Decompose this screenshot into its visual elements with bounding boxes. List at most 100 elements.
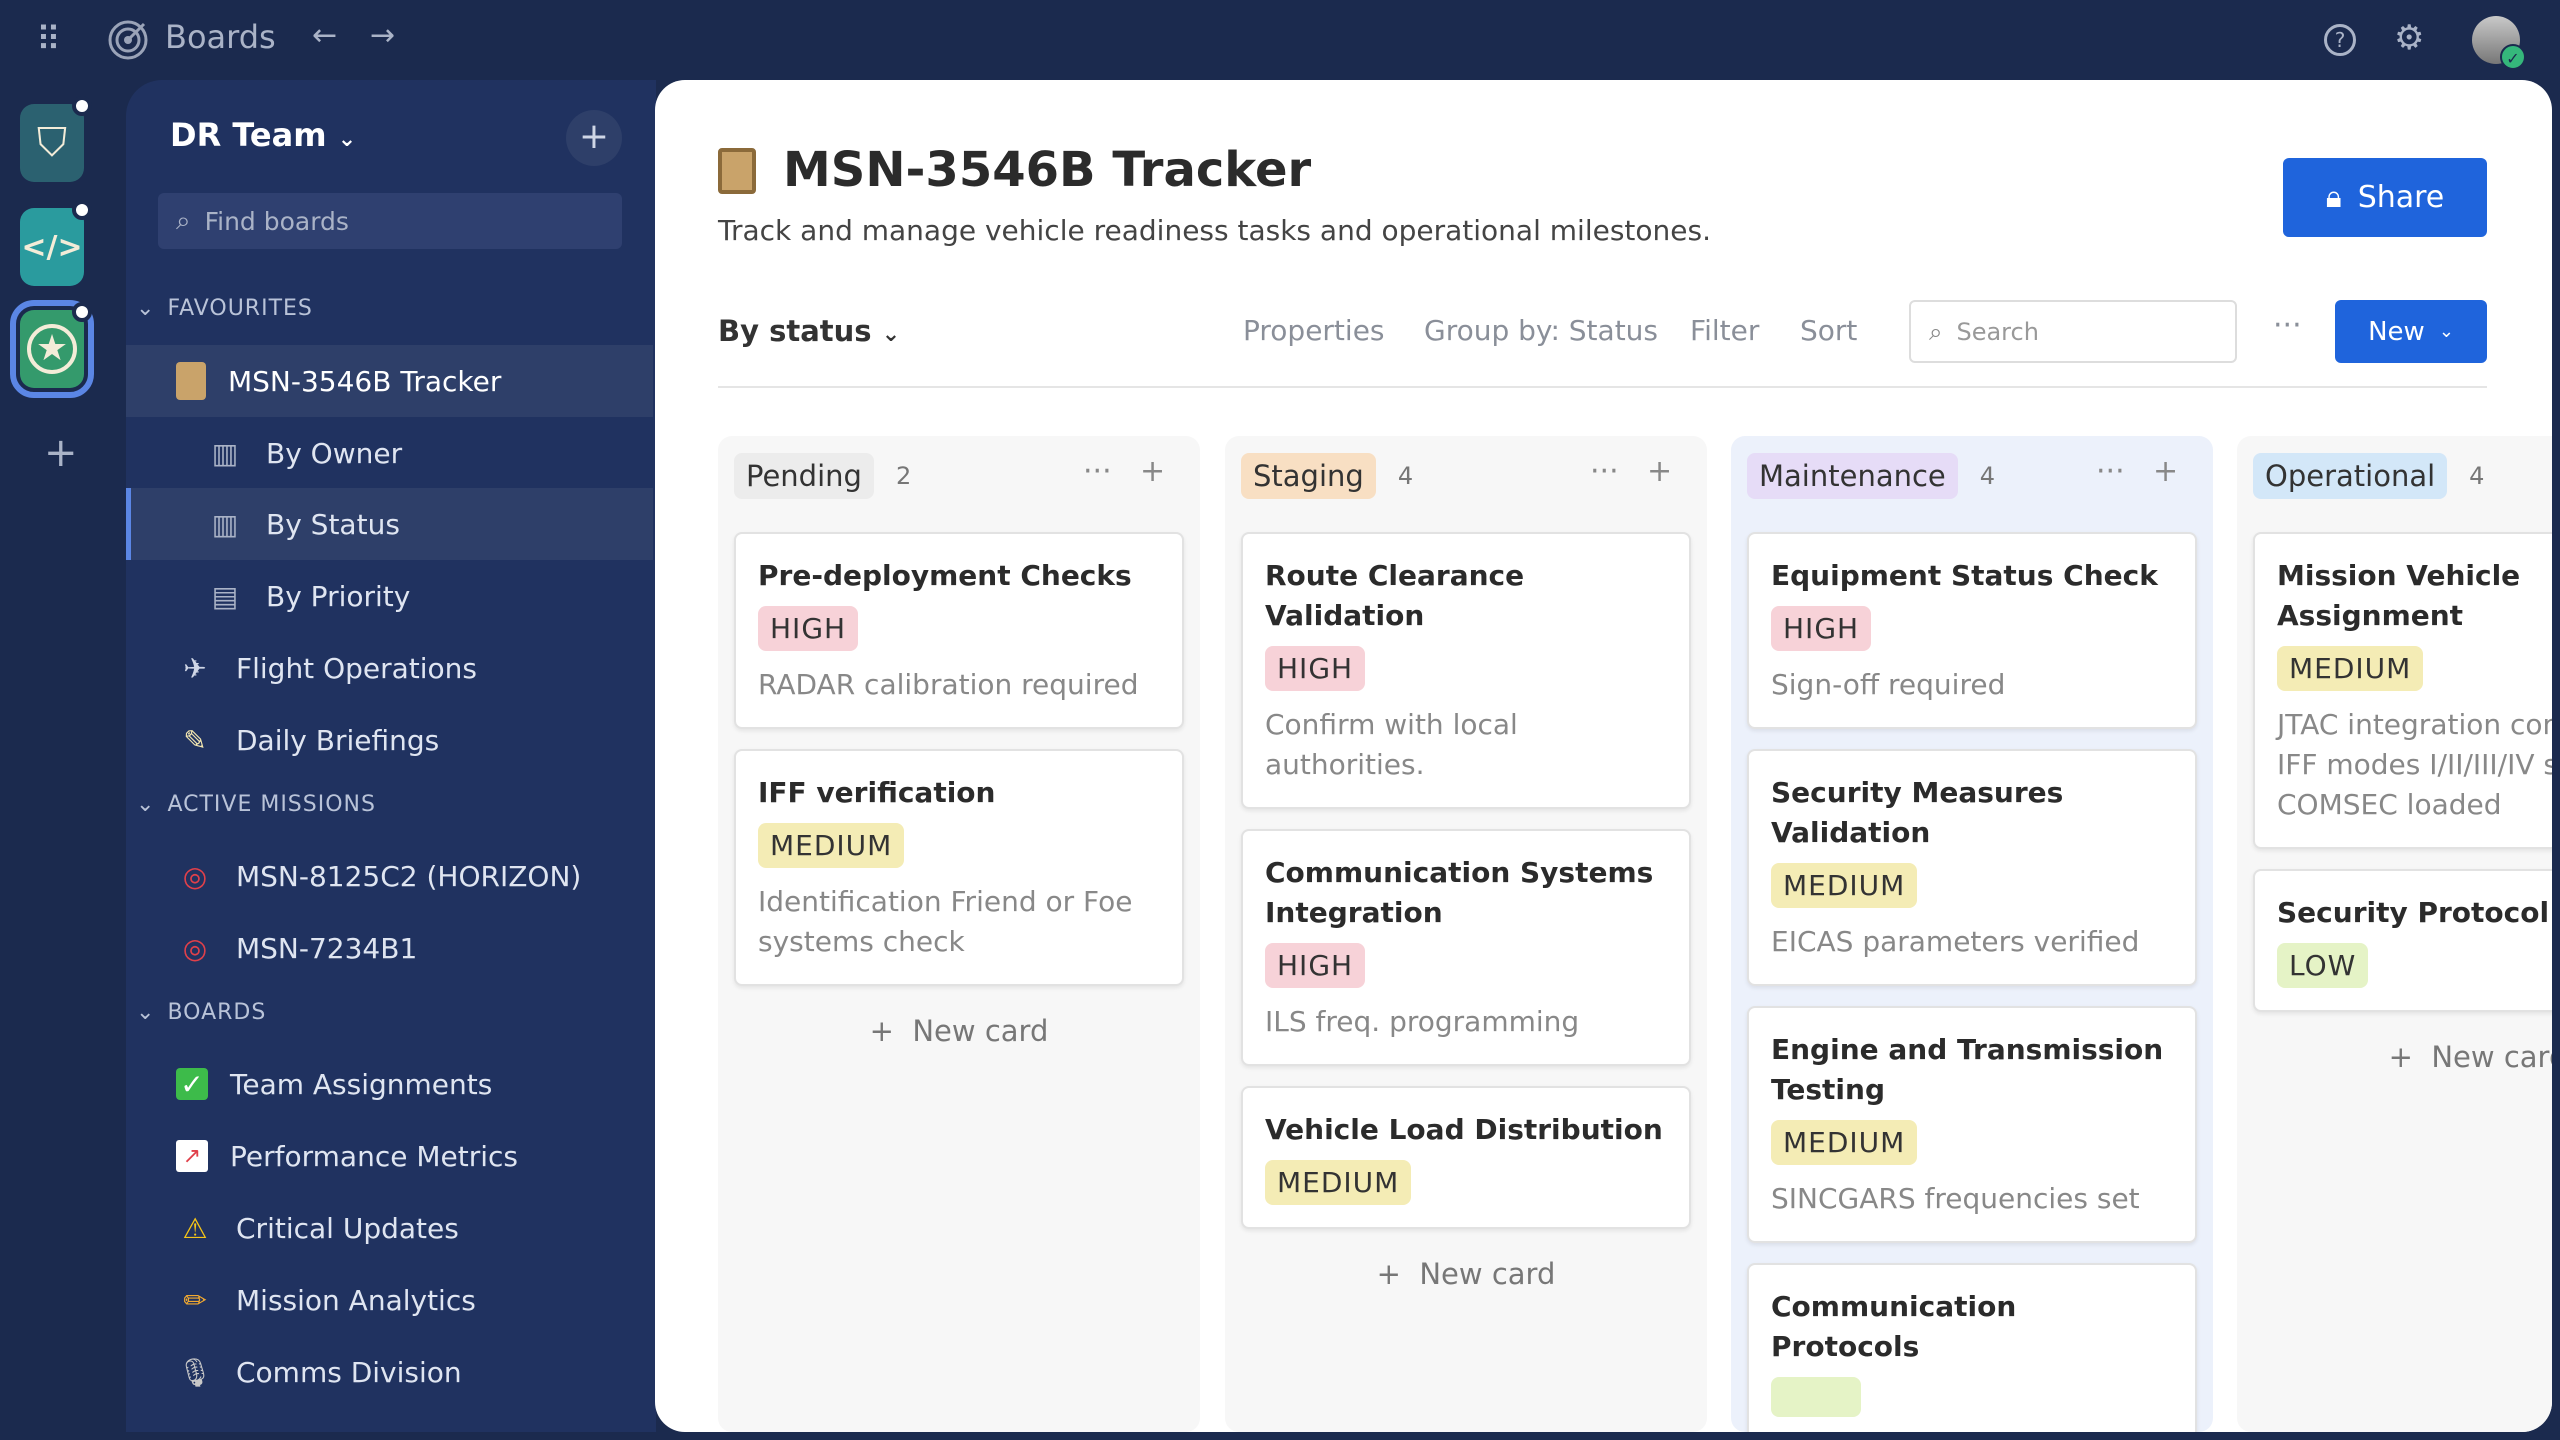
workspace-shield[interactable]: ⛉: [20, 96, 92, 182]
priority-badge: HIGH: [1265, 646, 1366, 691]
workspace-rail: ⛉ </> ★ +: [0, 80, 126, 1432]
card-title: Security Measures Validation: [1771, 776, 2064, 849]
section-active-missions[interactable]: ⌄ ACTIVE MISSIONS: [136, 792, 376, 817]
forward-arrow-icon[interactable]: →: [370, 18, 396, 53]
page-subtitle: Track and manage vehicle readiness tasks…: [718, 214, 1711, 247]
column-add-icon[interactable]: +: [2153, 454, 2179, 489]
chevron-down-icon: ⌄: [337, 127, 357, 152]
properties-button[interactable]: Properties: [1243, 314, 1385, 347]
divider: [718, 386, 2487, 388]
apps-grid-icon[interactable]: ⠿: [36, 20, 61, 60]
sidebar-item-comms-division[interactable]: 🎙 Comms Division: [126, 1336, 653, 1408]
new-card-button[interactable]: + New card: [2388, 1040, 2552, 1074]
new-button[interactable]: New ⌄: [2335, 300, 2487, 363]
team-switcher[interactable]: DR Team ⌄: [170, 116, 356, 154]
plus-icon: +: [1376, 1257, 1401, 1291]
card-title: Route Clearance Validation: [1265, 559, 1525, 632]
sidebar-item-msn-3546b-tracker[interactable]: MSN-3546B Tracker: [126, 345, 653, 417]
task-card[interactable]: Route Clearance Validation HIGH Confirm wi…: [1241, 532, 1691, 809]
find-boards-input[interactable]: ⌕ Find boards: [158, 193, 622, 249]
column-title[interactable]: Pending: [734, 453, 874, 499]
sidebar-item-msn-8125c2[interactable]: ◎ MSN-8125C2 (HORIZON): [126, 840, 653, 912]
clipboard-icon: [718, 148, 756, 194]
plus-icon: +: [869, 1014, 894, 1048]
add-workspace-icon[interactable]: +: [44, 430, 78, 476]
task-card[interactable]: Engine and Transmission Testing MEDIUM SIN…: [1747, 1006, 2197, 1243]
card-title: Communication Protocols: [1771, 1290, 2017, 1363]
chart-up-icon: ↗: [176, 1140, 208, 1172]
priority-badge: HIGH: [1771, 606, 1872, 651]
filter-button[interactable]: Filter: [1690, 314, 1760, 347]
workspace-code[interactable]: </>: [20, 200, 92, 286]
task-card[interactable]: Mission Vehicle Assignment MEDIUM JTAC int…: [2253, 532, 2552, 849]
search-icon: ⌕: [176, 205, 191, 236]
check-box-icon: ✓: [176, 1068, 208, 1101]
section-favourites[interactable]: ⌄ FAVOURITES: [136, 296, 313, 321]
sidebar-item-msn-7234b1[interactable]: ◎ MSN-7234B1: [126, 912, 653, 984]
task-card[interactable]: Vehicle Load Distribution MEDIUM: [1241, 1086, 1691, 1229]
shield-check-icon: ⛉: [37, 120, 67, 166]
column-title[interactable]: Operational: [2253, 453, 2448, 499]
column-staging: Staging 4 ··· + Route Clearance Validation HI…: [1225, 436, 1707, 1432]
sidebar-item-mission-analytics[interactable]: ✏ Mission Analytics: [126, 1264, 653, 1336]
dart-icon: ◎: [182, 859, 208, 893]
board-panel: MSN-3546B Tracker Track and manage vehic…: [655, 80, 2552, 1432]
app-title: Boards: [165, 18, 276, 56]
board-search-input[interactable]: ⌕ Search: [1909, 300, 2237, 363]
new-card-button[interactable]: + New card: [869, 1014, 1049, 1048]
card-description: Confirm with local authorities.: [1265, 708, 1518, 781]
view-selector[interactable]: By status ⌄: [718, 314, 901, 348]
find-boards-placeholder: Find boards: [204, 206, 349, 236]
card-description: Sign-off required: [1771, 668, 2006, 701]
column-maintenance: Maintenance 4 ··· + Equipment Status Check HI…: [1731, 436, 2213, 1432]
column-more-icon[interactable]: ···: [2096, 454, 2125, 489]
board-icon: ▥: [211, 436, 239, 470]
new-card-button[interactable]: + New card: [1376, 1257, 1556, 1291]
workspace-star[interactable]: ★: [10, 300, 94, 398]
section-boards[interactable]: ⌄ BOARDS: [136, 1000, 267, 1025]
card-title: Mission Vehicle Assignment: [2277, 559, 2521, 632]
task-card[interactable]: Communication Protocols: [1747, 1263, 2197, 1432]
board-icon: ▥: [211, 507, 239, 541]
group-by-button[interactable]: Group by: Status: [1424, 314, 1659, 347]
sidebar-item-team-assignments[interactable]: ✓ Team Assignments: [126, 1048, 653, 1120]
card-description: EICAS parameters verified: [1771, 925, 2140, 958]
sidebar-item-performance-metrics[interactable]: ↗ Performance Metrics: [126, 1120, 653, 1192]
column-more-icon[interactable]: ···: [1083, 454, 1112, 489]
column-title[interactable]: Maintenance: [1747, 453, 1958, 499]
target-logo-icon: [108, 20, 148, 60]
avatar[interactable]: ✓: [2472, 16, 2526, 70]
task-card[interactable]: Security Measures Validation MEDIUM EICAS …: [1747, 749, 2197, 986]
add-board-button[interactable]: +: [566, 110, 622, 166]
sidebar-item-by-status[interactable]: ▥ By Status: [126, 488, 653, 560]
task-card[interactable]: IFF verification MEDIUM Identification Fri…: [734, 749, 1184, 986]
sidebar-item-by-owner[interactable]: ▥ By Owner: [126, 417, 653, 489]
more-options-icon[interactable]: ···: [2273, 308, 2302, 343]
column-add-icon[interactable]: +: [1647, 454, 1673, 489]
task-card[interactable]: Security Protocol Review LOW: [2253, 869, 2552, 1012]
sidebar-item-daily-briefings[interactable]: ✎ Daily Briefings: [126, 704, 653, 776]
task-card[interactable]: Communication Systems Integration HIGH ILS…: [1241, 829, 1691, 1066]
back-arrow-icon[interactable]: ←: [312, 18, 338, 53]
task-card[interactable]: Equipment Status Check HIGH Sign-off requi…: [1747, 532, 2197, 729]
column-title[interactable]: Staging: [1241, 453, 1376, 499]
card-description: Identification Friend or Foe systems che…: [758, 885, 1133, 958]
sidebar-item-critical-updates[interactable]: ⚠ Critical Updates: [126, 1192, 653, 1264]
column-more-icon[interactable]: ···: [1590, 454, 1619, 489]
sort-button[interactable]: Sort: [1800, 314, 1858, 347]
card-title: Vehicle Load Distribution: [1265, 1113, 1663, 1146]
online-check-icon: ✓: [2500, 44, 2526, 70]
settings-icon[interactable]: ⚙: [2394, 18, 2425, 58]
column-add-icon[interactable]: +: [1140, 454, 1166, 489]
sidebar-item-by-priority[interactable]: ▤ By Priority: [126, 560, 653, 632]
task-card[interactable]: Pre-deployment Checks HIGH RADAR calibrati…: [734, 532, 1184, 729]
sidebar-item-flight-operations[interactable]: ✈ Flight Operations: [126, 632, 653, 704]
priority-badge: MEDIUM: [1265, 1160, 1412, 1205]
lock-icon: 🔒︎: [2325, 180, 2342, 215]
page-title: MSN-3546B Tracker: [783, 142, 1312, 198]
help-icon[interactable]: ?: [2324, 24, 2356, 56]
card-description: ILS freq. programming: [1265, 1005, 1580, 1038]
share-button[interactable]: 🔒︎ Share: [2283, 158, 2487, 237]
priority-badge: LOW: [2277, 943, 2369, 988]
priority-badge: MEDIUM: [758, 823, 905, 868]
